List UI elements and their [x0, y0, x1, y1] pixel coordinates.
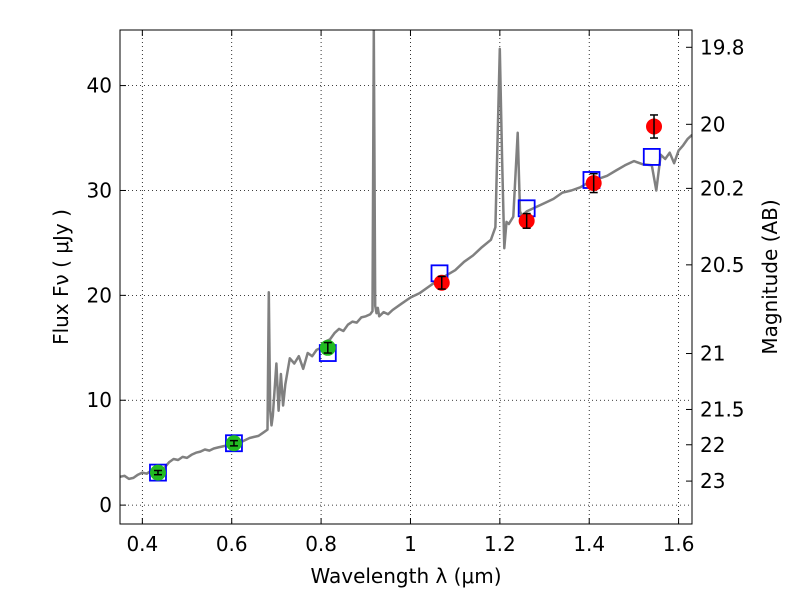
ticks: 0.4 0.6 0.8 1 1.2 1.4 1.6 0 10 20 30 40 19.8 20 20.2 20… — [87, 30, 745, 556]
y-axis-label: Flux Fν ( μJy ) — [49, 209, 73, 345]
y-tick-label: 40 — [87, 74, 112, 98]
y-tick-label: 10 — [87, 388, 112, 412]
mag-tick-label: 20.2 — [700, 176, 745, 200]
x-tick-label: 1.6 — [663, 532, 695, 556]
y-tick-label: 20 — [87, 283, 112, 307]
mag-tick-label: 21 — [700, 342, 725, 366]
mag-tick-label: 22 — [700, 433, 725, 457]
x-tick-label: 0.8 — [305, 532, 337, 556]
model-photometry-square — [642, 148, 661, 166]
mag-tick-label: 21.5 — [700, 397, 745, 421]
x-axis-label: Wavelength λ (μm) — [310, 564, 501, 588]
y-tick-label: 30 — [87, 178, 112, 202]
spectrum-line — [120, 30, 692, 481]
mag-tick-label: 19.8 — [700, 35, 745, 59]
x-tick-label: 1.4 — [573, 532, 605, 556]
x-tick-label: 0.6 — [216, 532, 248, 556]
right-axis-label: Magnitude (AB) — [758, 199, 782, 354]
x-tick-label: 1.2 — [484, 532, 516, 556]
plot-frame — [119, 29, 693, 525]
mag-tick-label: 20.5 — [700, 253, 745, 277]
x-tick-label: 0.4 — [126, 532, 158, 556]
x-tick-label: 1 — [404, 532, 417, 556]
mag-tick-label: 23 — [700, 469, 725, 493]
mag-tick-label: 20 — [700, 112, 725, 136]
y-tick-label: 0 — [99, 493, 112, 517]
data-layer — [120, 30, 692, 482]
